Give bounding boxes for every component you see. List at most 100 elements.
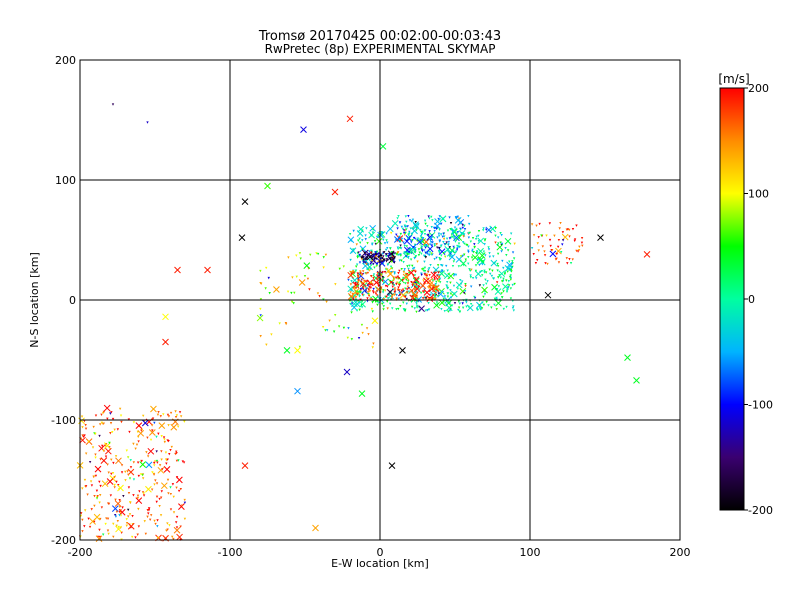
data-point-dot [95,497,99,500]
data-point-cross [148,429,156,436]
data-point-dot [81,518,84,522]
data-point-dot [475,235,478,239]
data-point-dot [557,261,561,264]
data-point-dot [508,267,511,271]
data-point-dot [113,476,116,479]
x-tick-label: 100 [520,546,541,559]
data-point-dot [98,528,101,532]
data-point-dot [137,525,141,528]
data-point-dot [146,121,149,124]
data-point-dot [473,295,476,299]
data-point-dot [367,268,370,271]
data-point-dot [167,492,170,495]
data-point-dot [172,511,176,514]
data-point-dot [306,277,310,281]
y-tick-label: -200 [51,534,76,547]
data-point-dot [176,425,180,428]
y-tick-label: -100 [51,414,76,427]
data-point-dot [413,250,416,253]
data-point-cross [393,236,401,243]
data-point-cross [373,279,380,286]
data-point-dot [511,283,514,287]
data-point-dot [469,240,473,243]
data-point-cross [358,390,366,397]
data-point-dot [540,234,543,237]
data-point-cross [298,279,306,286]
data-point-dot [470,256,474,259]
data-point-dot [478,284,482,287]
data-point-dot [430,215,433,219]
data-point-dot [363,279,366,283]
data-point-dot [158,497,161,501]
data-point-dot [398,269,401,273]
data-point-dot [457,306,461,309]
data-point-dot [541,245,545,248]
data-point-dot [427,286,431,290]
data-point-dot [464,283,467,286]
data-point-dot [545,234,548,237]
data-point-cross [399,347,406,354]
data-point-dot [120,471,124,474]
data-point-dot [148,507,151,510]
data-point-dot [413,274,417,277]
data-point-dot [150,424,154,427]
data-point-cross [418,305,425,312]
data-point-cross [347,236,355,244]
data-point-dot [351,270,355,273]
data-point-dot [451,229,454,233]
data-point-dot [264,266,268,270]
data-point-dot [449,228,453,231]
data-point-dot [442,237,446,241]
data-point-dot [91,446,95,449]
data-point-dot [140,428,144,432]
data-point-dot [393,256,397,259]
data-point-dot [483,271,486,274]
data-point-dot [171,535,174,539]
data-point-cross [347,271,355,279]
data-point-dot [114,455,118,458]
data-point-dot [446,292,450,295]
data-point-dot [443,310,446,313]
data-point-dot [511,251,515,254]
data-point-dot [360,306,364,309]
data-point-dot [321,325,325,329]
data-point-dot [398,221,402,224]
data-point-dot [81,426,84,429]
data-point-cross [549,250,557,258]
data-point-dot [451,249,454,252]
data-point-cross [163,465,171,473]
data-point-dot [424,309,428,312]
data-point-dot [158,505,161,508]
data-point-dot [299,257,302,260]
data-point-dot [360,300,364,304]
data-point-dot [495,296,498,300]
data-point-dot [159,496,163,499]
data-point-dot [434,297,437,301]
data-point-dot [427,233,430,237]
data-point-dot [357,278,360,282]
data-point-dot [137,507,140,511]
data-point-dot [105,517,108,520]
data-point-dot [357,251,360,254]
data-point-dot [425,244,428,247]
data-point-dot [455,248,459,251]
data-point-cross [408,287,415,295]
data-point-dot [476,308,480,312]
data-point-dot [128,513,132,516]
data-point-dot [145,451,148,454]
data-point-dot [500,242,504,246]
data-point-dot [361,285,365,289]
data-point-cross [366,263,373,271]
data-point-dot [142,414,145,418]
data-point-cross [238,234,246,241]
data-point-dot [532,252,535,256]
data-point-cross [145,461,153,469]
data-point-dot [389,265,393,269]
data-point-dot [467,232,470,235]
x-axis-label: E-W location [km] [331,557,429,570]
data-point-dot [374,255,378,258]
data-point-dot [132,442,135,446]
data-point-dot [473,246,476,249]
data-point-dot [568,235,571,238]
data-point-dot [156,536,160,540]
